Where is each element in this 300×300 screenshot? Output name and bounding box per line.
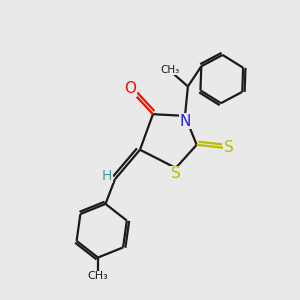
Text: O: O bbox=[124, 81, 136, 96]
Text: S: S bbox=[171, 167, 181, 182]
Text: N: N bbox=[180, 114, 191, 129]
Text: H: H bbox=[101, 169, 112, 183]
Text: S: S bbox=[224, 140, 234, 155]
Text: CH₃: CH₃ bbox=[160, 65, 180, 75]
Text: CH₃: CH₃ bbox=[88, 271, 108, 281]
